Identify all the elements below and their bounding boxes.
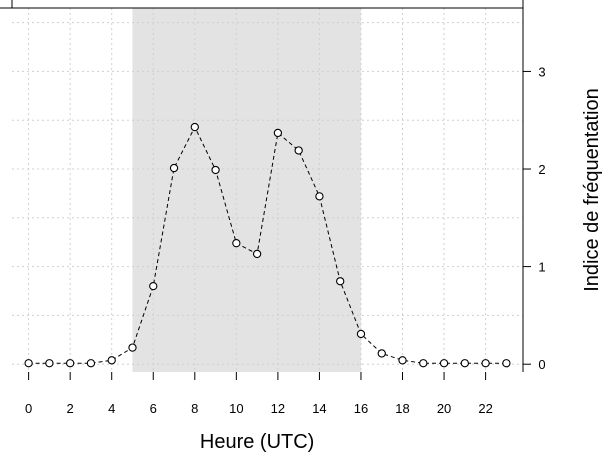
x-tick-label: 12 [271,401,285,416]
data-point [419,359,428,368]
data-point [149,281,158,291]
x-tick-label: 8 [191,401,198,416]
x-tick-label: 16 [354,401,368,416]
data-point [232,239,241,248]
data-point [294,146,303,155]
data-point [86,359,96,368]
y-tick-label: 2 [538,162,545,177]
y-tick-label: 1 [538,260,545,275]
data-point [252,249,262,259]
data-point [66,359,75,368]
data-point [398,356,407,365]
data-point [107,356,116,365]
y-tick-label: 0 [538,357,545,372]
data-point [377,349,386,358]
x-tick-label: 18 [395,401,409,416]
x-tick-label: 10 [229,401,243,416]
grid [12,8,523,372]
data-points [24,122,511,368]
y-axis: 0 1 2 3 [523,64,546,372]
x-tick-label: 14 [312,401,326,416]
x-tick-label: 6 [150,401,157,416]
shaded-region [132,8,361,372]
x-tick-label: 0 [25,401,32,416]
x-axis-title: Heure (UTC) [200,431,314,453]
data-point [128,343,137,352]
data-point [481,359,490,368]
data-point [190,122,199,132]
data-point [169,163,179,173]
data-point [336,277,345,286]
x-tick-label: 2 [67,401,74,416]
x-axis: 0 2 4 6 8 10 12 14 16 18 20 22 [25,372,493,416]
data-point [315,192,324,201]
data-point [24,359,33,368]
data-point [356,329,366,339]
data-point [45,359,54,368]
x-tick-label: 22 [478,401,492,416]
data-point [460,359,469,368]
data-point [211,165,220,175]
x-tick-label: 20 [437,401,451,416]
data-point [439,359,449,368]
x-tick-label: 4 [108,401,115,416]
data-point [502,359,511,368]
y-axis-title: Indice de fréquentation [581,88,603,292]
data-point [273,128,283,138]
y-tick-label: 3 [538,64,545,79]
